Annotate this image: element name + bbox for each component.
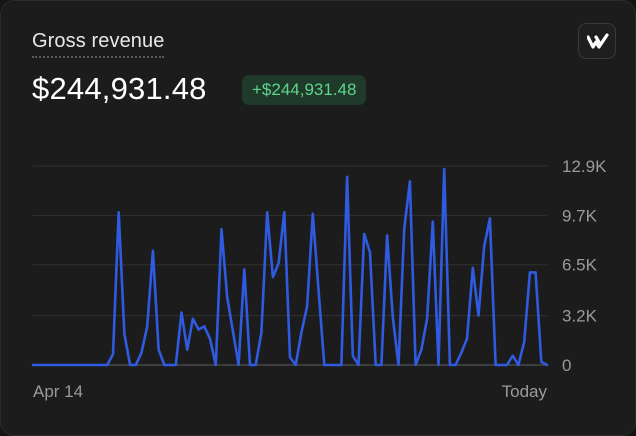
y-tick-label: 6.5K [562, 256, 598, 275]
brand-logo-icon [587, 33, 609, 49]
change-badge: +$244,931.48 [242, 75, 367, 105]
y-tick-label: 12.9K [562, 157, 607, 176]
series-line [31, 167, 549, 367]
y-tick-label: 9.7K [562, 206, 598, 225]
x-axis-labels: Apr 14 Today [33, 382, 547, 401]
series-layer [31, 167, 549, 367]
y-tick-label: 0 [562, 356, 571, 375]
y-tick-label: 3.2K [562, 307, 598, 326]
app-logo-button[interactable] [578, 23, 616, 59]
x-axis-label: Today [502, 382, 548, 401]
card-title[interactable]: Gross revenue [32, 30, 165, 58]
y-axis-ticks: 12.9K 9.7K 6.5K 3.2K 0 [562, 157, 607, 375]
total-amount: $244,931.48 [32, 71, 207, 106]
x-axis-label: Apr 14 [33, 382, 83, 401]
gridlines [33, 165, 547, 366]
